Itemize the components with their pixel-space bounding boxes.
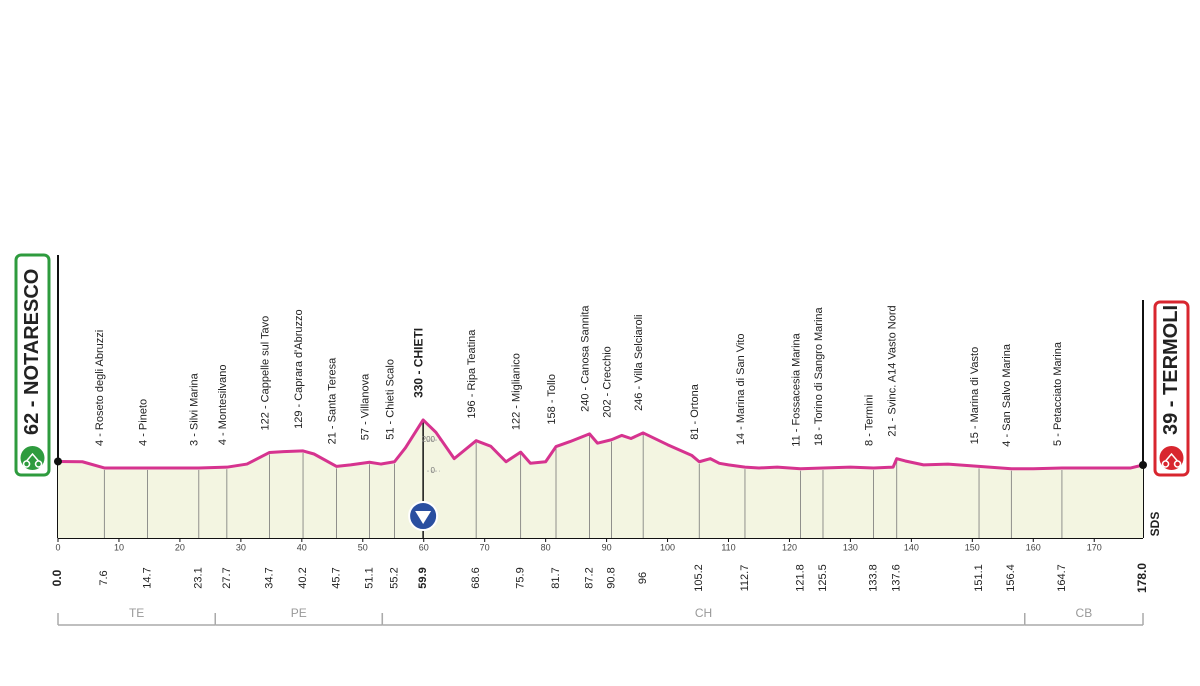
km-label: 121.8	[794, 564, 806, 592]
km-label: 156.4	[1005, 564, 1017, 592]
km-label: 14.7	[142, 567, 154, 588]
km-label: 137.6	[891, 564, 903, 592]
x-tick-label: 90	[602, 542, 612, 552]
finish-icon-bike	[1161, 452, 1182, 468]
waypoint-label: 5 - Petacciato Marina	[1052, 341, 1064, 446]
km-label: 90.8	[605, 567, 617, 588]
km-label: 27.7	[221, 567, 233, 588]
km-label: 133.8	[867, 564, 879, 592]
x-tick-label: 0	[55, 542, 60, 552]
km-label: 96	[637, 572, 649, 584]
waypoint-label: 4 - Pineto	[138, 399, 150, 446]
x-tick-label: 80	[541, 542, 551, 552]
km-label: 45.7	[330, 567, 342, 588]
waypoint-label: 21 - Santa Teresa	[326, 357, 338, 445]
km-label: 40.2	[297, 567, 309, 588]
waypoint-label: 122 - Cappelle sul Tavo	[259, 316, 271, 431]
x-tick-label: 10	[114, 542, 124, 552]
waypoint-label: 3 - Silvi Marina	[189, 372, 201, 446]
waypoint-label: 21 - Svinc. A14 Vasto Nord	[887, 305, 899, 436]
km-label: 23.1	[193, 567, 205, 588]
km-label: 112.7	[739, 565, 751, 592]
km-label: 105.2	[693, 564, 705, 592]
km-label: 68.6	[470, 567, 482, 588]
x-tick-label: 160	[1026, 542, 1041, 552]
km-label: 34.7	[263, 567, 275, 588]
x-tick-label: 70	[480, 542, 490, 552]
waypoint-label: 330 - CHIETI	[411, 328, 425, 398]
start-icon-bike	[22, 452, 43, 468]
elevation-tick-label: 0	[431, 466, 436, 475]
km-label: 51.1	[363, 567, 375, 588]
waypoint-label: 158 - Tollo	[546, 374, 558, 425]
waypoint-label: 8 - Termini	[863, 395, 875, 446]
finish-dot	[1139, 461, 1147, 470]
waypoint-label: 202 - Crecchio	[601, 346, 613, 418]
x-tick-label: 40	[297, 542, 307, 552]
finish-label: 39 - TERMOLI	[1160, 305, 1182, 435]
start-km-label: 0.0	[50, 569, 64, 586]
finish-icon	[1159, 446, 1184, 470]
waypoint-label: 11 - Fossacesia Marina	[790, 332, 802, 446]
x-tick-label: 150	[965, 542, 980, 552]
elevation-tick-label: 200	[422, 435, 436, 444]
waypoint-label: 81 - Ortona	[689, 383, 701, 440]
waypoint-label: 4 - Montesilvano	[217, 364, 229, 445]
km-label: 59.9	[417, 567, 429, 588]
logo: SDS	[1148, 512, 1162, 537]
x-tick-label: 120	[782, 542, 797, 552]
profile-area	[58, 419, 1143, 538]
waypoint-label: 51 - Chieti Scalo	[384, 359, 396, 440]
km-label: 164.7	[1056, 564, 1068, 592]
province-name: CB	[1076, 606, 1093, 620]
start-icon	[20, 446, 45, 470]
waypoint-label: 57 - Villanova	[359, 373, 371, 440]
waypoint-label: 240 - Canosa Sannita	[579, 305, 591, 412]
climb-marker-icon	[415, 511, 432, 524]
km-label: 87.2	[583, 567, 595, 588]
waypoint-label: 246 - Villa Selciaroli	[633, 315, 645, 411]
waypoint-label: 18 - Torino di Sangro Marina	[813, 306, 825, 445]
x-tick-label: 140	[904, 542, 919, 552]
province-name: TE	[129, 606, 144, 620]
km-label: 125.5	[817, 564, 829, 592]
start-dot	[54, 457, 62, 466]
finish-km-label: 178.0	[1135, 563, 1149, 593]
x-tick-label: 60	[419, 542, 429, 552]
waypoint-label: 4 - San Salvo Marina	[1001, 343, 1013, 447]
x-tick-label: 130	[843, 542, 858, 552]
waypoint-label: 196 - Ripa Teatina	[466, 329, 478, 419]
province-name: PE	[291, 606, 307, 620]
waypoint-label: 15 - Marina di Vasto	[969, 347, 981, 445]
start-badge	[14, 253, 51, 477]
x-tick-label: 50	[358, 542, 368, 552]
km-label: 55.2	[388, 567, 400, 588]
km-label: 75.9	[515, 567, 527, 588]
km-label: 7.6	[98, 570, 110, 585]
waypoint-label: 4 - Roseto degli Abruzzi	[94, 330, 106, 446]
waypoint-label: 129 - Caprara d'Abruzzo	[293, 309, 305, 429]
province-name: CH	[695, 606, 712, 620]
km-label: 81.7	[550, 567, 562, 588]
x-tick-label: 30	[236, 542, 246, 552]
x-tick-label: 20	[175, 542, 185, 552]
waypoint-label: 122 - Miglianico	[511, 353, 523, 430]
waypoint-label: 14 - Marina di San Vito	[735, 333, 747, 445]
km-label: 151.1	[973, 564, 985, 592]
profile-line	[57, 418, 1144, 471]
x-tick-label: 110	[721, 542, 735, 552]
start-label: 62 - NOTARESCO	[21, 269, 43, 435]
x-tick-label: 170	[1087, 542, 1102, 552]
x-tick-label: 100	[660, 542, 675, 552]
finish-badge	[1153, 300, 1190, 477]
